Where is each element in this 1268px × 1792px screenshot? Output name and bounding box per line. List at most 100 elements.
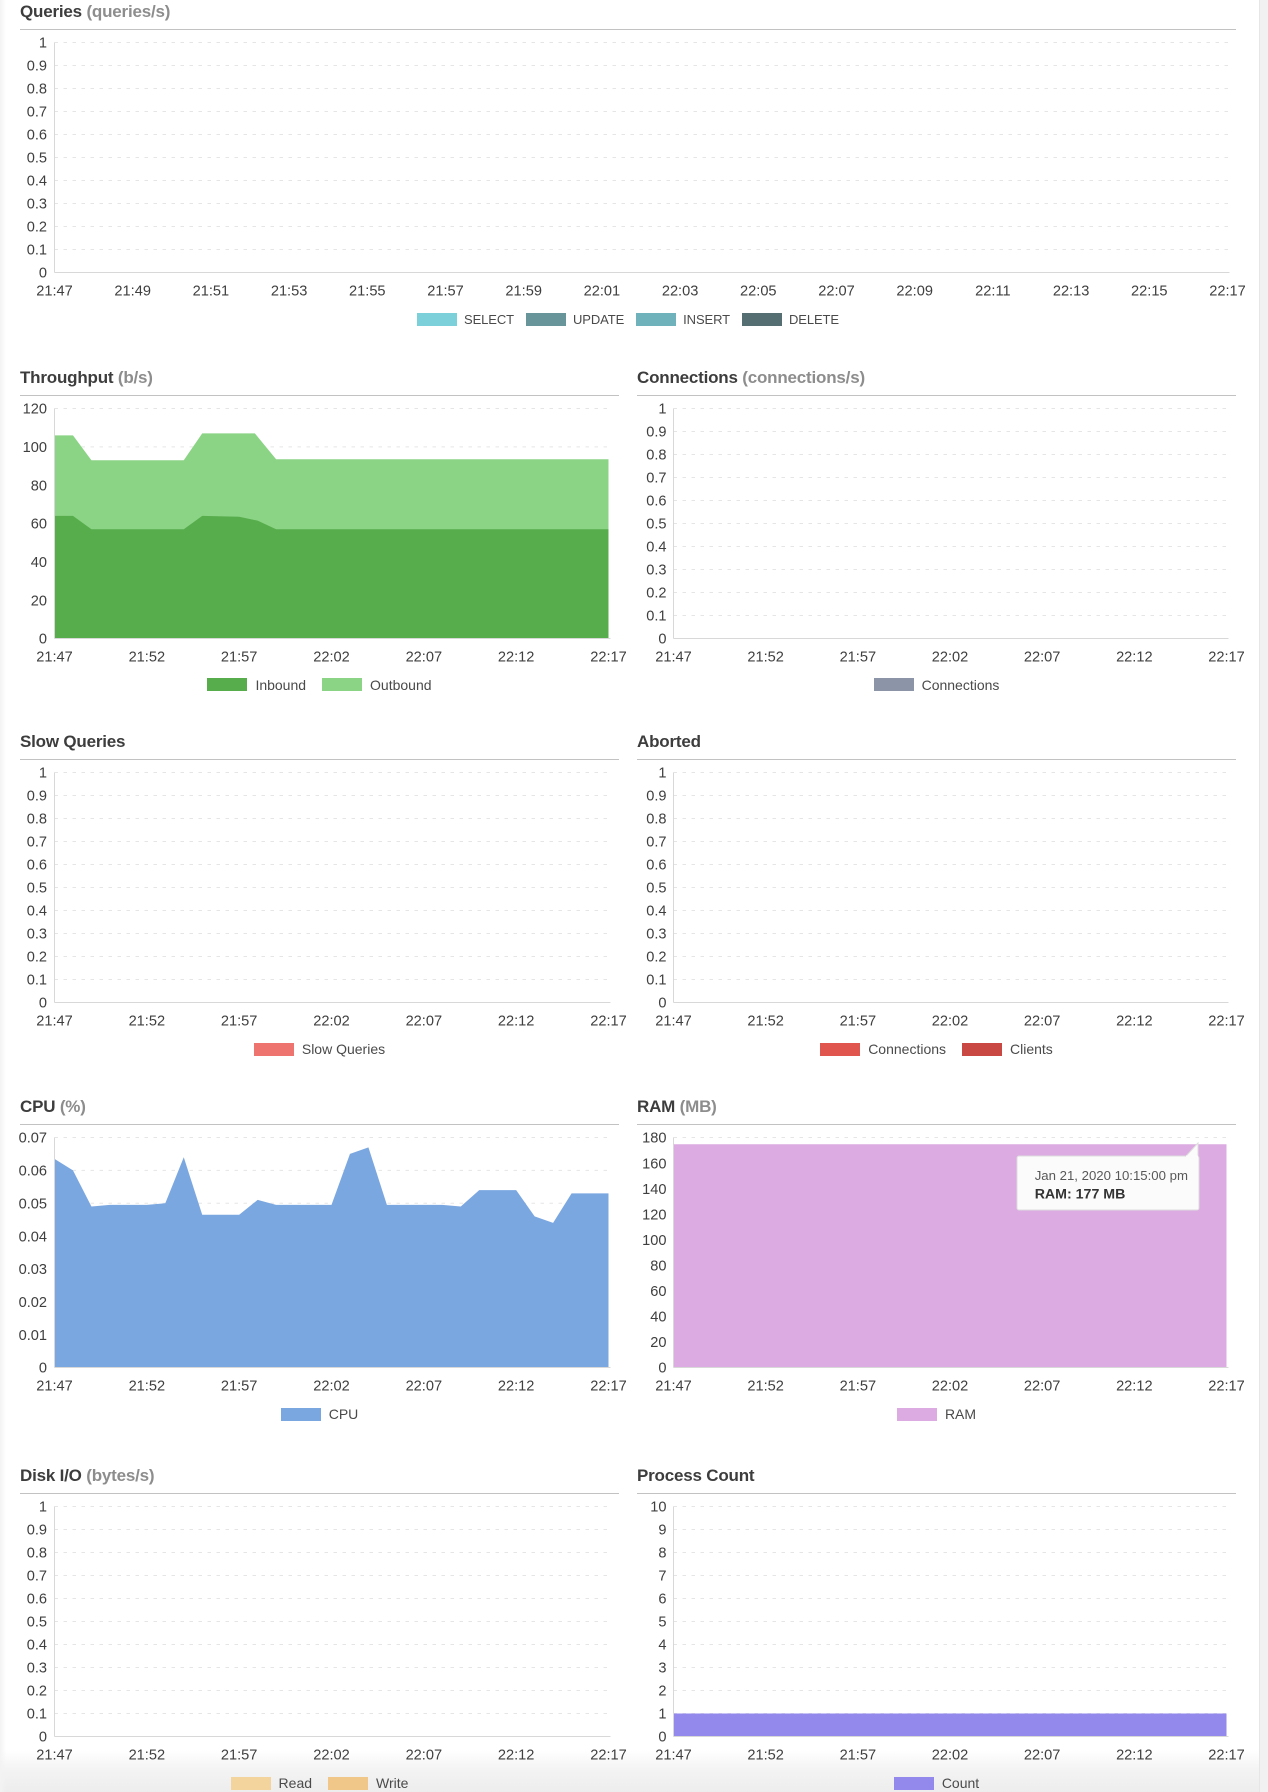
svg-text:21:52: 21:52 <box>747 649 784 665</box>
svg-text:21:47: 21:47 <box>36 649 73 665</box>
svg-text:8: 8 <box>658 1546 666 1562</box>
svg-text:0.1: 0.1 <box>646 973 666 989</box>
svg-text:21:52: 21:52 <box>129 1013 166 1029</box>
svg-text:0.3: 0.3 <box>646 562 666 578</box>
svg-text:21:47: 21:47 <box>36 1747 73 1763</box>
svg-text:22:17: 22:17 <box>1208 1013 1245 1029</box>
svg-text:22:17: 22:17 <box>1208 649 1245 665</box>
svg-text:0.8: 0.8 <box>27 82 47 98</box>
svg-text:0.7: 0.7 <box>27 105 47 121</box>
svg-text:22:02: 22:02 <box>313 1013 350 1029</box>
svg-text:22:12: 22:12 <box>498 649 535 665</box>
svg-text:0.5: 0.5 <box>27 1615 47 1631</box>
svg-text:0.8: 0.8 <box>646 447 666 463</box>
svg-text:0: 0 <box>658 1730 666 1746</box>
svg-text:21:57: 21:57 <box>840 1013 877 1029</box>
svg-text:2: 2 <box>658 1684 666 1700</box>
svg-text:1: 1 <box>658 1707 666 1723</box>
svg-text:22:17: 22:17 <box>1209 283 1246 299</box>
svg-text:0.6: 0.6 <box>27 1592 47 1608</box>
svg-text:0.4: 0.4 <box>646 904 666 920</box>
svg-text:60: 60 <box>31 516 47 532</box>
svg-text:20: 20 <box>650 1335 666 1351</box>
svg-text:0.1: 0.1 <box>646 608 666 624</box>
svg-text:21:57: 21:57 <box>840 1747 877 1763</box>
svg-text:22:02: 22:02 <box>313 1747 350 1763</box>
svg-text:22:07: 22:07 <box>1024 649 1061 665</box>
svg-text:0.03: 0.03 <box>19 1262 47 1278</box>
svg-text:0: 0 <box>658 996 666 1012</box>
svg-text:0.6: 0.6 <box>646 858 666 874</box>
svg-text:21:47: 21:47 <box>655 1378 692 1394</box>
svg-text:0.7: 0.7 <box>27 1569 47 1585</box>
svg-text:0.06: 0.06 <box>19 1164 47 1180</box>
svg-text:21:59: 21:59 <box>505 283 542 299</box>
svg-text:0.8: 0.8 <box>27 812 47 828</box>
svg-text:80: 80 <box>650 1258 666 1274</box>
svg-text:0.2: 0.2 <box>27 220 47 236</box>
svg-text:22:07: 22:07 <box>406 1747 443 1763</box>
svg-text:21:57: 21:57 <box>427 283 464 299</box>
svg-text:22:02: 22:02 <box>932 1378 969 1394</box>
svg-text:0.1: 0.1 <box>27 243 47 259</box>
svg-text:21:52: 21:52 <box>129 649 166 665</box>
svg-text:22:17: 22:17 <box>1208 1747 1245 1763</box>
svg-text:0: 0 <box>39 1730 47 1746</box>
svg-text:0.7: 0.7 <box>27 835 47 851</box>
svg-text:0.2: 0.2 <box>27 950 47 966</box>
svg-text:22:02: 22:02 <box>313 649 350 665</box>
svg-text:Jan 21, 2020 10:15:00 pm: Jan 21, 2020 10:15:00 pm <box>1035 1168 1188 1183</box>
svg-text:0: 0 <box>658 631 666 647</box>
svg-text:0.01: 0.01 <box>19 1328 47 1344</box>
svg-text:21:49: 21:49 <box>114 283 151 299</box>
svg-text:21:47: 21:47 <box>36 1013 73 1029</box>
svg-text:0.7: 0.7 <box>646 470 666 486</box>
svg-text:22:15: 22:15 <box>1131 283 1168 299</box>
svg-text:0.3: 0.3 <box>27 1661 47 1677</box>
svg-text:0.9: 0.9 <box>27 59 47 75</box>
svg-text:0: 0 <box>39 1361 47 1377</box>
svg-text:0: 0 <box>39 631 47 647</box>
svg-text:22:17: 22:17 <box>590 1747 627 1763</box>
svg-text:22:12: 22:12 <box>498 1747 535 1763</box>
svg-text:21:57: 21:57 <box>221 1013 258 1029</box>
svg-text:3: 3 <box>658 1661 666 1677</box>
svg-text:0.3: 0.3 <box>27 927 47 943</box>
svg-text:0.1: 0.1 <box>27 1707 47 1723</box>
svg-text:21:52: 21:52 <box>129 1747 166 1763</box>
svg-text:22:11: 22:11 <box>975 283 1010 299</box>
svg-text:160: 160 <box>642 1156 666 1172</box>
svg-text:21:51: 21:51 <box>193 283 230 299</box>
svg-text:21:52: 21:52 <box>747 1013 784 1029</box>
svg-text:22:17: 22:17 <box>590 1378 627 1394</box>
svg-text:0.04: 0.04 <box>19 1229 47 1245</box>
svg-text:22:07: 22:07 <box>406 1013 443 1029</box>
svg-text:0.4: 0.4 <box>27 904 47 920</box>
svg-text:22:02: 22:02 <box>932 1747 969 1763</box>
svg-text:22:07: 22:07 <box>1024 1747 1061 1763</box>
svg-text:1: 1 <box>658 401 666 417</box>
svg-text:21:52: 21:52 <box>747 1378 784 1394</box>
svg-text:0.5: 0.5 <box>646 516 666 532</box>
svg-text:0.1: 0.1 <box>27 973 47 989</box>
svg-text:0.3: 0.3 <box>646 927 666 943</box>
svg-text:0.6: 0.6 <box>27 128 47 144</box>
svg-text:22:07: 22:07 <box>406 649 443 665</box>
svg-text:22:13: 22:13 <box>1053 283 1090 299</box>
svg-text:0: 0 <box>39 266 47 282</box>
svg-text:140: 140 <box>642 1182 666 1198</box>
svg-text:0: 0 <box>658 1361 666 1377</box>
svg-text:0.9: 0.9 <box>27 1523 47 1539</box>
svg-text:21:47: 21:47 <box>36 283 73 299</box>
svg-text:0.7: 0.7 <box>646 835 666 851</box>
svg-text:22:17: 22:17 <box>1208 1378 1245 1394</box>
svg-text:0.4: 0.4 <box>27 174 47 190</box>
svg-text:100: 100 <box>642 1233 666 1249</box>
svg-text:21:47: 21:47 <box>36 1378 73 1394</box>
svg-text:5: 5 <box>658 1615 666 1631</box>
svg-text:0.4: 0.4 <box>27 1638 47 1654</box>
svg-text:22:07: 22:07 <box>818 283 855 299</box>
svg-text:22:02: 22:02 <box>932 1013 969 1029</box>
svg-text:120: 120 <box>642 1207 666 1223</box>
svg-text:22:07: 22:07 <box>1024 1013 1061 1029</box>
